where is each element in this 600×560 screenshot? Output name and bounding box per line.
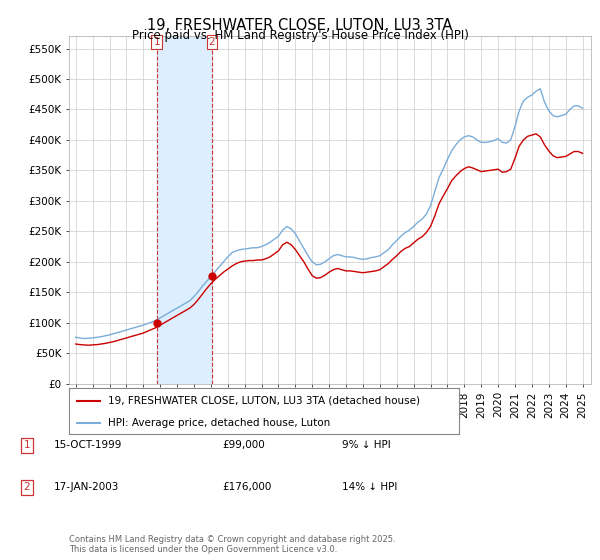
Text: 15-OCT-1999: 15-OCT-1999 (54, 440, 122, 450)
Text: HPI: Average price, detached house, Luton: HPI: Average price, detached house, Luto… (108, 418, 330, 427)
Text: Price paid vs. HM Land Registry's House Price Index (HPI): Price paid vs. HM Land Registry's House … (131, 29, 469, 42)
Text: 19, FRESHWATER CLOSE, LUTON, LU3 3TA: 19, FRESHWATER CLOSE, LUTON, LU3 3TA (148, 18, 452, 33)
Text: 1: 1 (23, 440, 31, 450)
Text: 1: 1 (154, 37, 160, 47)
Bar (157, 36, 212, 384)
Text: 17-JAN-2003: 17-JAN-2003 (54, 482, 119, 492)
Text: 2: 2 (208, 37, 215, 47)
Text: 2: 2 (23, 482, 31, 492)
Text: £99,000: £99,000 (222, 440, 265, 450)
Text: 14% ↓ HPI: 14% ↓ HPI (342, 482, 397, 492)
Text: £176,000: £176,000 (222, 482, 271, 492)
Text: 19, FRESHWATER CLOSE, LUTON, LU3 3TA (detached house): 19, FRESHWATER CLOSE, LUTON, LU3 3TA (de… (108, 396, 420, 406)
Text: Contains HM Land Registry data © Crown copyright and database right 2025.
This d: Contains HM Land Registry data © Crown c… (69, 535, 395, 554)
Text: 9% ↓ HPI: 9% ↓ HPI (342, 440, 391, 450)
